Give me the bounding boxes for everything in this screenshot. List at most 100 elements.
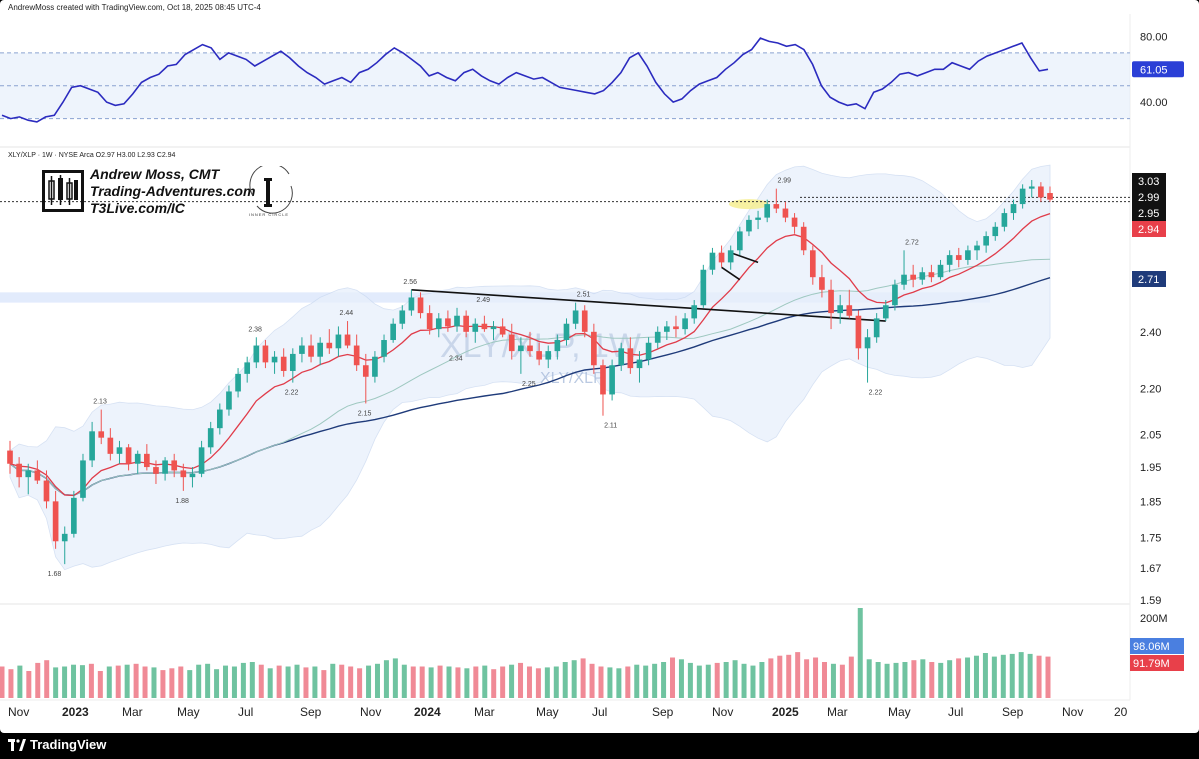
volume-bar [509,664,515,698]
time-axis-label: Nov [8,705,29,719]
candle [691,300,698,324]
symbol-info-line[interactable]: XLY/XLP · 1W · NYSE Arca O2.97 H3.00 L2.… [8,152,176,159]
volume-bar [607,667,613,698]
candle-body [89,431,95,461]
candle [882,300,889,322]
watermark-site2: T3Live.com/IC [90,200,185,216]
candle-body [855,315,862,349]
price-annotation: 2.38 [248,326,262,333]
volume-bar [634,664,640,698]
candle [636,351,643,383]
candle [98,409,105,445]
candle [134,450,141,474]
candle [837,294,844,324]
candle [673,315,679,338]
candle-body [609,365,615,395]
candle [946,250,953,273]
candle [326,329,333,354]
candlestick-logo-icon [42,170,84,212]
candle-body [198,447,205,474]
volume-bar [884,663,890,698]
candle [700,264,707,308]
candle [216,403,223,435]
candle-body [1038,186,1044,198]
volume-bar [857,608,863,698]
candle-body [892,284,898,306]
candle-body [162,460,168,474]
price-tag [1132,271,1166,287]
watermark-author: Andrew Moss, CMT [90,166,220,182]
candle [52,490,59,549]
time-axis-label: Mar [122,705,143,719]
price-tick-label: 1.85 [1140,496,1161,508]
candle [89,421,95,468]
time-axis-label: Mar [827,705,848,719]
candle-body [344,334,351,346]
candle-body [654,331,661,343]
volume-bar [920,659,926,698]
candle [846,289,853,319]
candle-body [107,437,114,454]
volume-bar [0,666,5,698]
candle-body [937,264,944,278]
candle-body [700,269,707,306]
candle-body [244,362,251,374]
volume-bar [258,664,264,698]
candle-body [965,250,971,260]
volume-bar [26,671,32,698]
candle [472,318,479,343]
candle [335,326,342,357]
candle [809,245,816,285]
volume-bar [848,656,854,698]
candle-body [454,315,460,327]
candle-body [901,274,907,285]
candle-body [280,356,287,371]
candle [180,463,187,491]
volume-bar [294,664,300,698]
volume-bar [303,667,309,698]
candle [317,337,324,366]
volume-bar [223,665,229,698]
candle-body [463,315,469,332]
candle-body [381,340,387,357]
volume-bar [750,665,756,698]
candle-body [408,297,415,311]
price-tick-label: 1.67 [1140,563,1161,575]
price-annotation: 1.68 [48,571,62,578]
candle [280,348,287,377]
volume-bar [464,668,470,698]
candle [426,305,433,335]
candle-body [299,345,305,354]
price-annotation: 2.56 [403,279,417,286]
candle-body [216,409,223,429]
candle [709,247,716,275]
candle-body [718,252,725,263]
tradingview-logo[interactable]: TradingView [8,737,106,752]
volume-bar [97,671,103,698]
candle [591,323,597,374]
volume-bar [973,655,979,698]
volume-bar [401,664,407,698]
candle-body [326,342,333,349]
volume-bar [1045,656,1051,698]
candle-body [116,447,123,454]
candle-body [919,272,926,280]
candle-body [490,326,497,330]
candle-body [846,305,853,316]
price-annotation: 2.34 [449,355,463,362]
candle [144,444,150,471]
volume-bar [526,666,532,698]
candle-body [1001,213,1008,227]
time-axis-label: 2024 [414,705,441,719]
volume-bar [893,662,899,698]
candle [755,210,761,230]
volume-bar [62,666,68,698]
candle-body [983,236,989,246]
volume-bar [374,663,380,698]
candle-body [472,323,479,332]
candle [344,321,351,349]
price-annotation: 2.22 [285,390,299,397]
volume-bar [965,657,971,698]
